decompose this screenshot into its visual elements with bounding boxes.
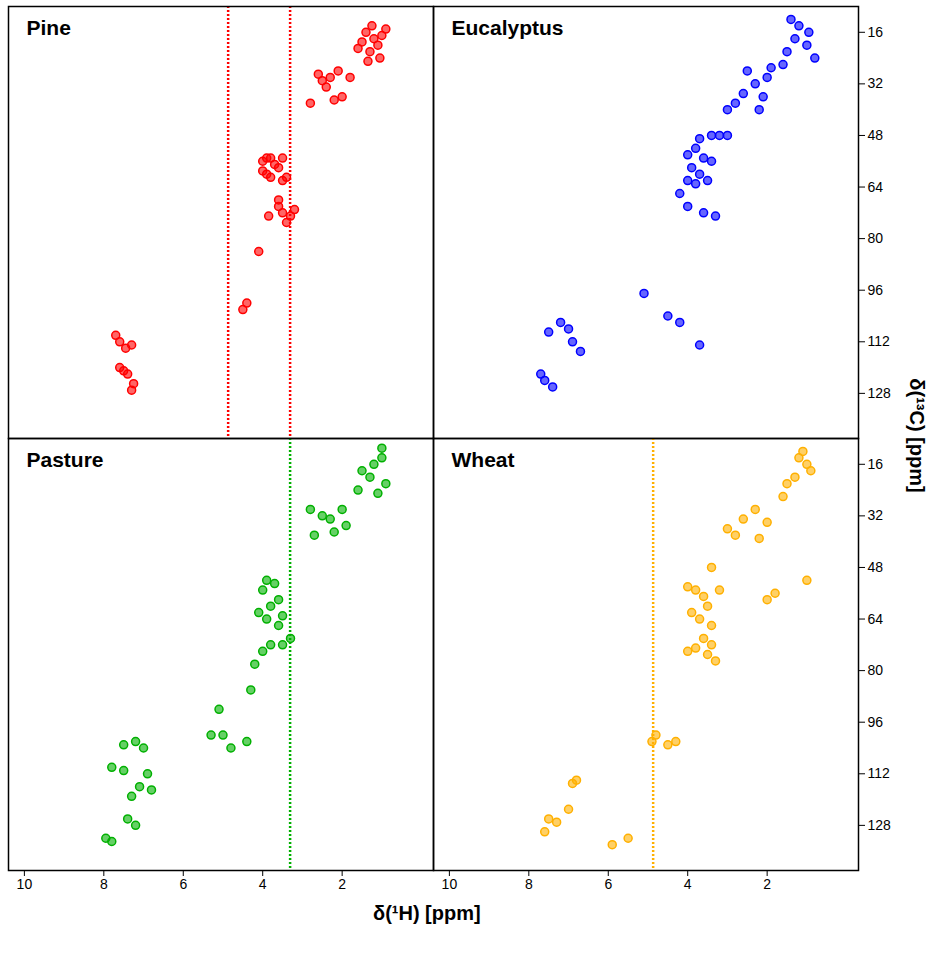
svg-text:2: 2 [763, 876, 771, 892]
svg-text:96: 96 [868, 714, 884, 730]
svg-text:128: 128 [868, 385, 892, 401]
svg-text:32: 32 [868, 75, 884, 91]
svg-text:80: 80 [868, 230, 884, 246]
html-text:δ(¹H) [ppm]: δ(¹H) [ppm] [373, 902, 481, 924]
svg-text:48: 48 [868, 559, 884, 575]
svg-text:6: 6 [179, 876, 187, 892]
svg-text:64: 64 [868, 179, 884, 195]
svg-text:32: 32 [868, 507, 884, 523]
svg-text:48: 48 [868, 127, 884, 143]
svg-text:8: 8 [100, 876, 108, 892]
svg-text:16: 16 [868, 24, 884, 40]
svg-text:80: 80 [868, 662, 884, 678]
svg-text:128: 128 [868, 817, 892, 833]
svg-text:96: 96 [868, 282, 884, 298]
svg-text:4: 4 [684, 876, 692, 892]
svg-text:10: 10 [442, 876, 458, 892]
svg-text:112: 112 [868, 333, 891, 349]
svg-text:6: 6 [604, 876, 612, 892]
svg-text:16: 16 [868, 456, 884, 472]
svg-text:8: 8 [525, 876, 533, 892]
svg-text:Pasture: Pasture [27, 448, 104, 471]
svg-text:Pine: Pine [27, 16, 71, 39]
svg-text:10: 10 [17, 876, 33, 892]
svg-text:Wheat: Wheat [452, 448, 515, 471]
svg-text:2: 2 [338, 876, 346, 892]
svg-text:Eucalyptus: Eucalyptus [452, 16, 564, 39]
svg-text:64: 64 [868, 611, 884, 627]
svg-text:112: 112 [868, 765, 891, 781]
html-text:δ(¹³C) [ppm]: δ(¹³C) [ppm] [905, 378, 928, 493]
svg-text:4: 4 [259, 876, 267, 892]
